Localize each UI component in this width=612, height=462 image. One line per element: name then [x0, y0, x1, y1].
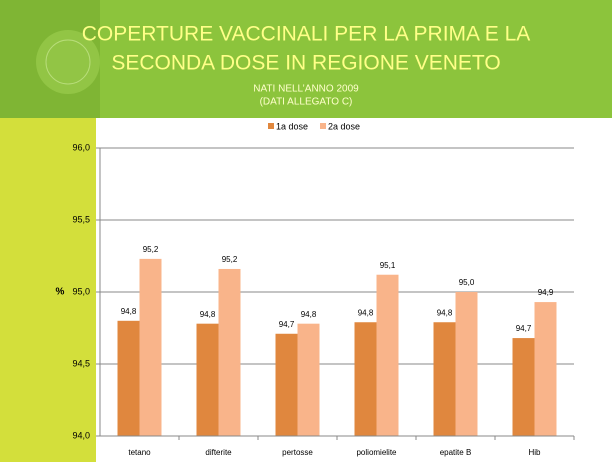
left-strip: [0, 118, 96, 462]
bar: [218, 268, 241, 436]
bar: [534, 302, 557, 436]
x-tick-label: tetano: [128, 448, 151, 457]
bar: [297, 323, 320, 436]
y-tick-label: 95,0: [72, 286, 90, 296]
value-label: 94,8: [121, 307, 137, 316]
bar: [139, 258, 162, 436]
value-label: 94,8: [358, 308, 374, 317]
header-band: [0, 0, 612, 118]
legend-label: 1a dose: [276, 121, 308, 131]
bar: [455, 292, 478, 436]
value-label: 95,1: [380, 261, 396, 270]
value-label: 94,8: [437, 308, 453, 317]
value-label: 95,2: [222, 255, 238, 264]
value-label: 95,0: [459, 278, 475, 287]
value-label: 94,8: [301, 310, 317, 319]
bar: [117, 320, 140, 436]
x-tick-label: poliomielite: [356, 448, 397, 457]
value-label: 95,2: [143, 245, 159, 254]
bar: [376, 274, 399, 436]
value-label: 94,9: [538, 288, 554, 297]
title-line2: SECONDA DOSE IN REGIONE VENETO: [111, 52, 500, 75]
y-tick-label: 95,5: [72, 214, 90, 224]
x-tick-label: difterite: [205, 448, 232, 457]
value-label: 94,7: [516, 324, 532, 333]
subtitle: NATI NELL’ANNO 2009: [253, 84, 359, 95]
legend-label: 2a dose: [328, 121, 360, 131]
x-tick-label: epatite B: [440, 448, 472, 457]
value-label: 94,8: [200, 310, 216, 319]
value-label: 94,7: [279, 320, 295, 329]
bar: [196, 323, 219, 436]
decor-ring: [45, 39, 91, 85]
bar: [433, 322, 456, 436]
x-tick-label: pertosse: [282, 448, 313, 457]
legend-swatch: [320, 123, 326, 129]
bar: [354, 322, 377, 436]
bar: [512, 338, 535, 436]
y-tick-label: 96,0: [72, 142, 90, 152]
title: COPERTURE VACCINALI PER LA PRIMA E LA: [82, 23, 531, 46]
y-axis-label: %: [56, 287, 65, 298]
y-tick-label: 94,5: [72, 358, 90, 368]
y-tick-label: 94,0: [72, 430, 90, 440]
legend-swatch: [268, 123, 274, 129]
x-tick-label: Hib: [528, 448, 541, 457]
subtitle-line2: (DATI ALLEGATO C): [260, 97, 353, 108]
decor-circle: [36, 30, 100, 94]
bar: [275, 333, 298, 436]
